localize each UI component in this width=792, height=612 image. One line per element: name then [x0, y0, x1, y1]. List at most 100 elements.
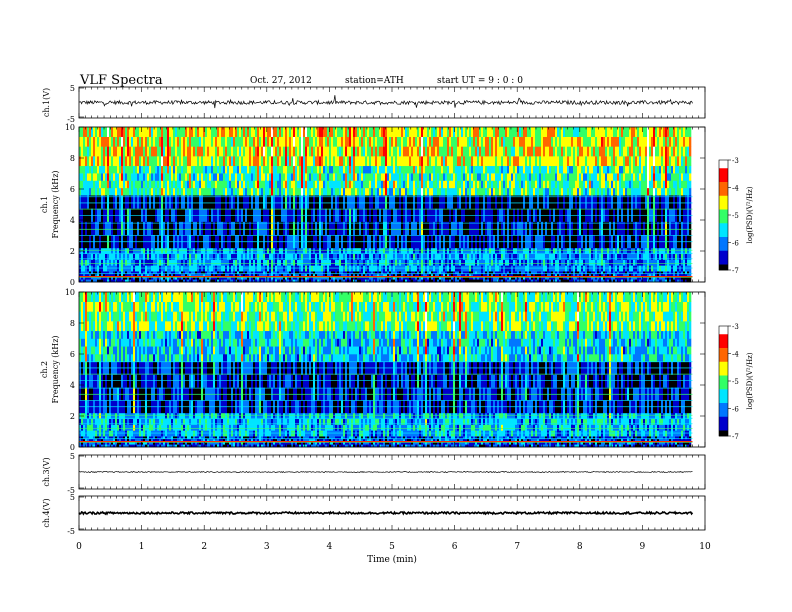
ch1-spectrogram-cell [91, 156, 94, 167]
ch1-spectrogram-cell [193, 253, 196, 260]
ch1-spectrogram-cell [481, 253, 484, 260]
ch1-spectrogram-cell [483, 247, 486, 255]
ch1-spectrogram-cell [553, 146, 556, 157]
ch1-spectrogram-cell [241, 271, 244, 275]
ch1-spectrogram-cell [297, 253, 300, 260]
ch1-spectrogram-cell [471, 195, 474, 209]
ch1-spectrogram-cell [165, 279, 168, 283]
ch1-spectrogram-cell [317, 271, 320, 275]
ch1-spectrogram-cell [315, 156, 318, 167]
ch1-spectrogram-cell [551, 247, 554, 255]
ch1-spectrogram-cell [189, 156, 192, 167]
ch1-spectrogram-cell [513, 136, 516, 147]
ch1-spectrogram-cell [465, 221, 468, 236]
ch1-spectrogram-cell [195, 273, 198, 277]
ch1-spectrogram-cell [307, 187, 310, 196]
ch1-spectrogram-cell [191, 136, 194, 147]
ch1-spectrogram-cell [155, 136, 158, 147]
ch1-spectrogram-cell [289, 127, 292, 137]
ch1-spectrogram-cell [509, 156, 512, 167]
ch1-spectrogram-cell [193, 221, 196, 236]
ch1-spectrogram-cell [175, 187, 178, 196]
ch1-spectrogram-cell [245, 279, 248, 283]
ch1-spectrogram-cell [105, 276, 108, 280]
ch1-spectrogram-cell [135, 276, 138, 280]
ch1-spectrogram-cell [155, 187, 158, 196]
ch1-spectrogram-cell [173, 253, 176, 260]
ch1-spectrogram-cell [225, 180, 228, 189]
ch1-spectrogram-cell [419, 276, 422, 280]
ch1-spectrogram-cell [483, 276, 486, 280]
ch1-spectrogram-cell [117, 247, 120, 255]
ch1-spectrogram-cell [91, 276, 94, 280]
ch1-spectrogram-cell [367, 180, 370, 189]
ch1-spectrogram-cell [119, 273, 122, 277]
ch1-spectrogram-cell [145, 180, 148, 189]
ch1-spectrogram-cell [301, 156, 304, 167]
ch1-spectrogram-cell [391, 221, 394, 236]
ch1-spectrogram-cell [295, 276, 298, 280]
ch1-spectrogram-cell [423, 273, 426, 277]
ch1-spectrogram-cell [507, 136, 510, 147]
ch1-spectrogram-cell [389, 180, 392, 189]
ch1-spectrogram-cell [293, 180, 296, 189]
ch1-spectrogram-cell [265, 279, 268, 283]
ch1-spectrogram-cell [163, 221, 166, 236]
ch1-spectrogram-cell [187, 165, 190, 174]
ch1-spectrogram-cell [427, 273, 430, 277]
ch1-spectrogram-cell [423, 156, 426, 167]
ch1-spectrogram-cell [417, 156, 420, 167]
ch1-spectrogram-cell [107, 156, 110, 167]
ch1-spectrogram-cell [347, 276, 350, 280]
ch1-spectrogram-cell [463, 273, 466, 277]
ch1-spectrogram-cell [165, 273, 168, 277]
ch1-spectrogram-cell [347, 180, 350, 189]
ch1-spectrogram-cell [321, 279, 324, 283]
ch1-spectrogram-cell [501, 146, 504, 157]
ch1-spectrogram-cell [461, 271, 464, 275]
ch1-spectrogram-cell [273, 195, 276, 209]
ch1-spectrogram-cell [541, 136, 544, 147]
ch1-spectrogram-cell [329, 259, 332, 266]
ch1-spectrogram-cell [183, 253, 186, 260]
ch1-spectrogram-cell [337, 156, 340, 167]
ch1-spectrogram-cell [517, 146, 520, 157]
ch1-spectrogram-cell [127, 195, 130, 209]
ch1-spectrogram-cell [163, 187, 166, 196]
ch1-spectrogram-cell [155, 146, 158, 157]
ch1-spectrogram-cell [235, 253, 238, 260]
ch1-spectrogram-cell [523, 273, 526, 277]
ch1-spectrogram-cell [191, 259, 194, 266]
ch1-spectrogram-cell [401, 253, 404, 260]
ch1-spectrogram-cell [431, 165, 434, 174]
ch1-spectrogram-cell [99, 195, 102, 209]
ch1-spectrogram-cell [211, 259, 214, 266]
ch1-spectrogram-cell [475, 173, 478, 181]
ch1-spectrogram-cell [339, 221, 342, 236]
ch1-spectrogram-cell [425, 253, 428, 260]
ch1-spectrogram-cell [545, 136, 548, 147]
ch1-spectrogram-cell [269, 253, 272, 260]
ch1-spectrogram-cell [291, 146, 294, 157]
ch1-spectrogram-cell [281, 156, 284, 167]
ch1-spectrogram-cell [287, 221, 290, 236]
ch1-spectrogram-cell [97, 165, 100, 174]
ch1-spectrogram-cell [117, 187, 120, 196]
ch1-spectrogram-cell [485, 187, 488, 196]
ch1-spectrogram-cell [333, 127, 336, 137]
ch1-spectrogram-cell [179, 136, 182, 147]
ch1-spectrogram-cell [411, 273, 414, 277]
ch1-spectrogram-cell [291, 156, 294, 167]
ch1-spectrogram-cell [175, 165, 178, 174]
ch1-spectrogram-cell [535, 146, 538, 157]
ch1-spectrogram-cell [391, 165, 394, 174]
ch1-spectrogram-cell [91, 146, 94, 157]
ch1-spectrogram-cell [403, 279, 406, 283]
ch1-spectrogram-cell [235, 271, 238, 275]
ch1-spectrogram-cell [415, 195, 418, 209]
ch1-spectrogram-cell [351, 173, 354, 181]
ch1-spectrogram-cell [449, 165, 452, 174]
ch1-spectrogram-cell [251, 259, 254, 266]
ch1-spectrogram-cell [481, 173, 484, 181]
ch1-spectrogram-cell [343, 136, 346, 147]
